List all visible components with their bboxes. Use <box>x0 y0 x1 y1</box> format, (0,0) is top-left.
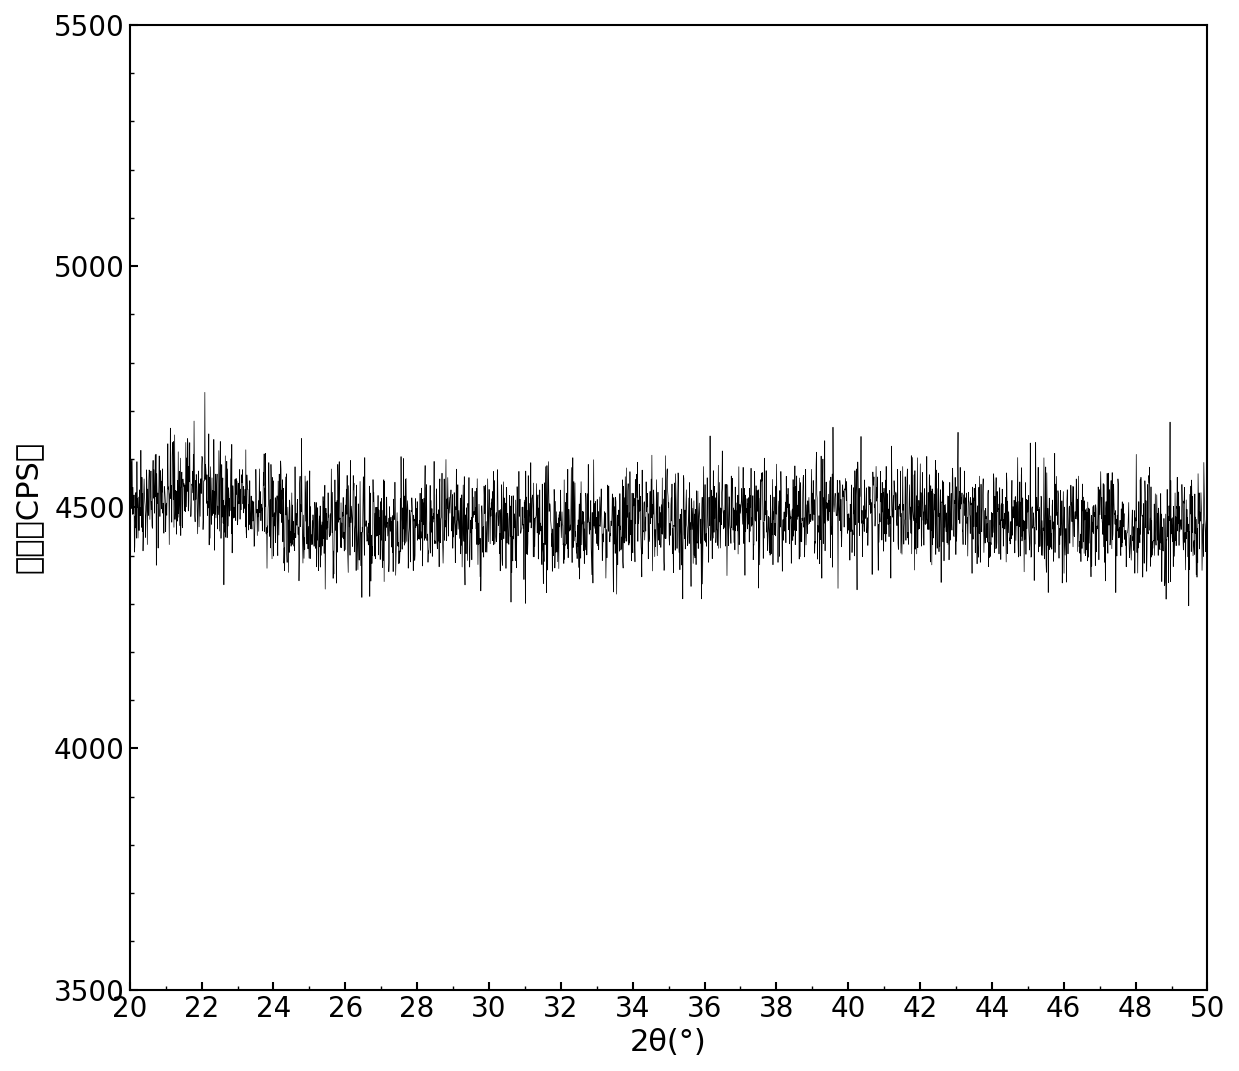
X-axis label: 2θ(°): 2θ(°) <box>631 1028 707 1057</box>
Y-axis label: 强度（CPS）: 强度（CPS） <box>14 441 43 573</box>
